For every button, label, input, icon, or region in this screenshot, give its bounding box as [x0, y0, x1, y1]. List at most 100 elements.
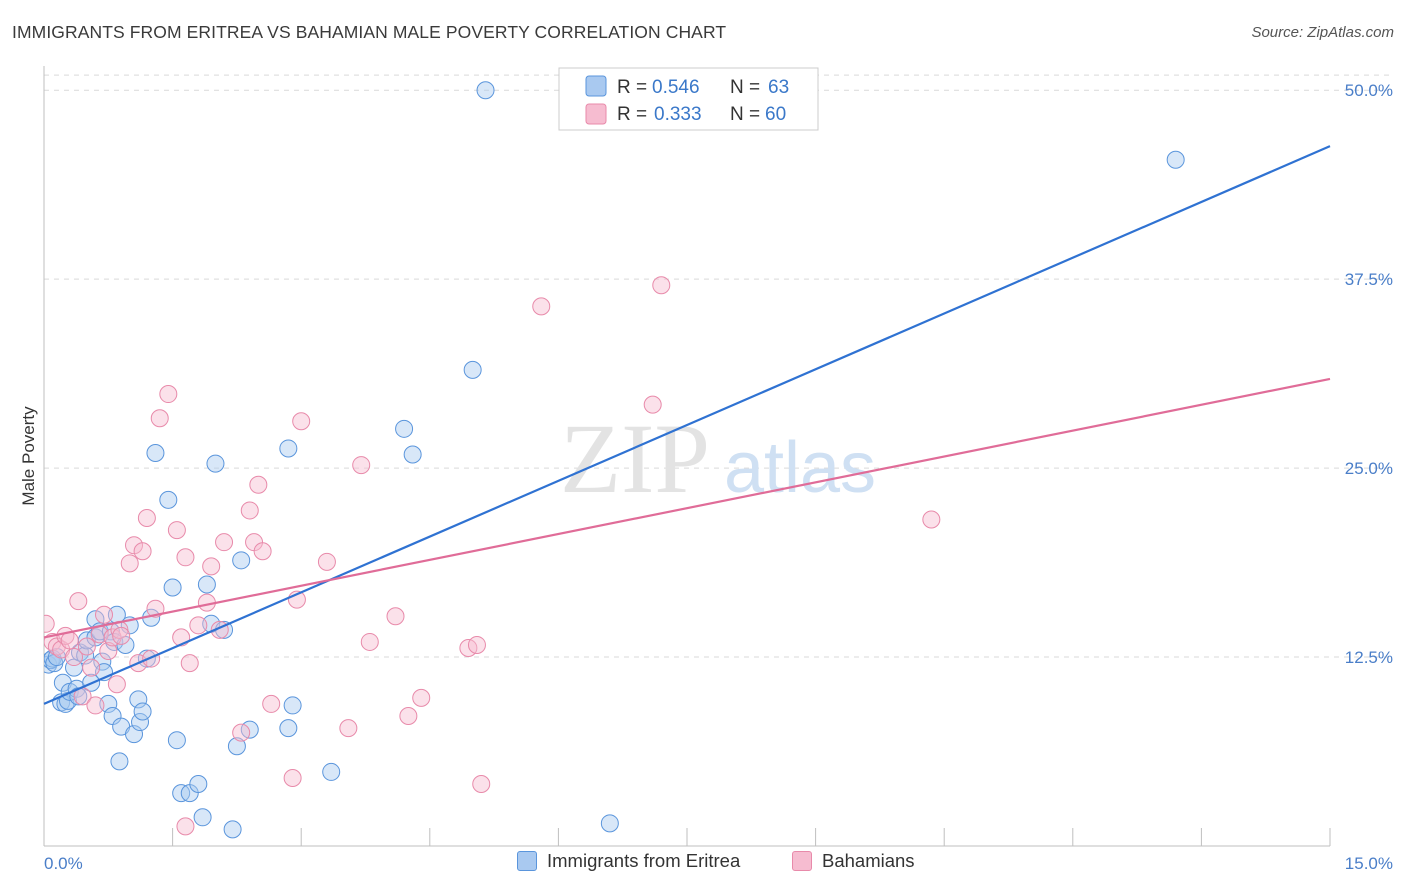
x-tick-label-1: 15.0%	[1345, 854, 1393, 873]
bahamian-point-23	[137, 508, 156, 527]
y-tick-label-0: 12.5%	[1345, 648, 1393, 667]
eritrea-point-56	[322, 762, 341, 781]
bahamian-point-41	[249, 475, 268, 494]
legend-r-value-2: 0.333	[654, 104, 702, 125]
eritrea-point-58	[403, 445, 422, 464]
bahamian-point-25	[146, 599, 165, 618]
legend-swatch-bahamians	[585, 103, 607, 125]
bahamian-point-22	[133, 542, 152, 561]
eritrea-point-43	[189, 775, 208, 794]
eritrea-point-38	[159, 490, 178, 509]
x-tick-label-0: 0.0%	[44, 854, 83, 873]
eritrea-point-47	[206, 454, 225, 473]
legend-n-label-2: N =	[730, 104, 760, 125]
bahamian-trend-line	[43, 377, 1331, 639]
bahamian-point-32	[180, 654, 199, 673]
eritrea-point-59	[463, 360, 482, 379]
bahamian-point-33	[189, 616, 208, 635]
bahamian-point-44	[283, 768, 302, 787]
eritrea-point-49	[223, 820, 242, 839]
tick-labels: 12.5% 25.0% 37.5% 50.0% 0.0% 15.0%	[44, 81, 1393, 873]
bahamian-point-58	[652, 276, 671, 295]
bahamian-point-51	[386, 607, 405, 626]
legend-r-value-1: 0.546	[652, 77, 700, 98]
eritrea-point-44	[193, 808, 212, 827]
eritrea-point-54	[279, 439, 298, 458]
y-axis-label: Male Poverty	[19, 406, 38, 506]
legend-label-bahamians: Bahamians	[822, 850, 915, 871]
eritrea-point-57	[395, 419, 414, 438]
legend-swatch-bahamians-bottom	[792, 851, 812, 871]
legend-n-value-2: 60	[765, 104, 786, 125]
eritrea-point-39	[163, 578, 182, 597]
eritrea-point-62	[1166, 150, 1185, 169]
bahamian-point-49	[352, 456, 371, 475]
bahamian-point-53	[412, 688, 431, 707]
eritrea-point-40	[167, 731, 186, 750]
bahamian-point-55	[467, 635, 486, 654]
eritrea-point-27	[110, 752, 129, 771]
bahamian-point-35	[202, 557, 221, 576]
legend-n-value-1: 63	[768, 77, 789, 98]
eritrea-point-37	[146, 444, 165, 462]
eritrea-trend-line	[43, 145, 1331, 705]
eritrea-point-55	[283, 696, 302, 715]
gridlines	[44, 74, 1394, 658]
bahamian-point-47	[317, 552, 336, 571]
bahamian-point-31	[176, 548, 195, 567]
bahamian-point-42	[253, 542, 272, 561]
eritrea-point-51	[232, 551, 251, 570]
eritrea-point-60	[476, 81, 495, 100]
eritrea-point-34	[133, 702, 152, 721]
bahamian-point-10	[82, 658, 101, 677]
legend-label-eritrea: Immigrants from Eritrea	[547, 850, 741, 871]
bottom-legend: Immigrants from Eritrea Bahamians	[0, 850, 1406, 880]
chart-title: IMMIGRANTS FROM ERITREA VS BAHAMIAN MALE…	[12, 22, 727, 42]
bahamian-point-43	[262, 694, 281, 713]
legend-n-label-1: N =	[730, 77, 760, 98]
legend-r-label-2: R =	[617, 104, 647, 125]
bahamian-point-37	[215, 533, 234, 552]
y-tick-label-1: 25.0%	[1345, 459, 1393, 478]
legend-item-eritrea: Immigrants from Eritrea	[517, 850, 740, 872]
bahamian-point-57	[532, 297, 551, 316]
eritrea-point-22	[99, 694, 118, 713]
legend-item-bahamians: Bahamians	[792, 850, 915, 872]
bahamian-point-19	[120, 554, 139, 573]
bahamian-point-30	[176, 817, 195, 836]
bahamian-point-6	[65, 648, 84, 667]
bahamian-point-28	[167, 521, 186, 540]
eritrea-point-33	[131, 713, 150, 732]
bahamian-point-46	[292, 412, 311, 431]
stats-legend: R = 0.546 N = 63 R = 0.333 N = 60	[558, 67, 819, 131]
eritrea-point-32	[129, 690, 148, 709]
bahamian-point-50	[360, 632, 379, 651]
bahamian-point-48	[339, 719, 358, 738]
bahamian-point-7	[69, 592, 88, 611]
y-tick-label-3: 50.0%	[1345, 81, 1393, 100]
bahamian-point-39	[240, 501, 259, 520]
eritrea-point-53	[279, 719, 298, 738]
bahamian-point-60	[922, 510, 941, 529]
bahamian-point-38	[232, 723, 251, 742]
bahamian-point-13	[95, 605, 114, 624]
bahamian-point-0	[44, 614, 55, 633]
bahamian-point-18	[112, 626, 131, 645]
watermark-zip: ZIP	[560, 403, 710, 514]
bahamian-point-59	[643, 395, 662, 414]
eritrea-point-6	[53, 673, 72, 692]
legend-swatch-eritrea-bottom	[517, 851, 537, 871]
eritrea-point-50	[227, 737, 246, 756]
legend-r-label-1: R =	[617, 77, 647, 98]
legend-swatch-eritrea	[585, 75, 607, 97]
source-credit: Source: ZipAtlas.com	[1251, 24, 1394, 41]
bahamian-point-27	[159, 385, 178, 404]
bahamian-point-56	[472, 775, 491, 794]
bahamian-point-9	[77, 637, 96, 656]
bahamian-point-26	[150, 409, 169, 428]
data-points	[44, 81, 1185, 839]
bahamian-point-11	[86, 696, 105, 715]
eritrea-point-61	[600, 814, 619, 833]
bahamian-point-14	[99, 642, 118, 661]
